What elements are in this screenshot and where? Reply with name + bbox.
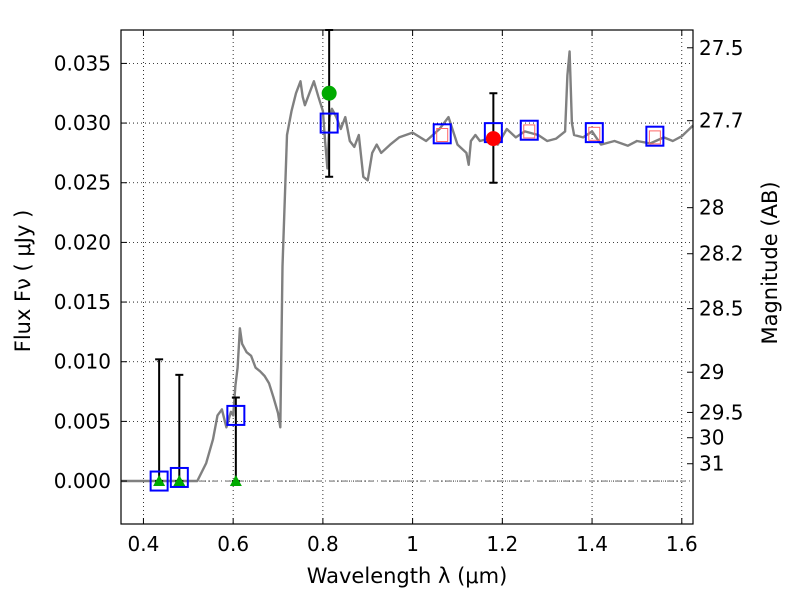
- y-axis-ticks: 0.000 0.005 0.010 0.015 0.020 0.025 0.030 0.035: [54, 51, 127, 493]
- magnitude-tick-label: 29.5: [699, 400, 744, 424]
- detection-point-red: [485, 131, 501, 147]
- template-flux-square: [584, 122, 604, 144]
- template-flux-square: [519, 119, 539, 141]
- detection-point-green: [321, 85, 337, 101]
- x-tick-label: 0.4: [128, 532, 160, 556]
- template-flux-square: [645, 125, 665, 147]
- x-tick-label: 1.4: [576, 532, 608, 556]
- plot-frame: [120, 29, 694, 525]
- y-tick-label: 0.010: [54, 350, 111, 374]
- x-tick-label: 0.6: [217, 532, 249, 556]
- upper-limit-triangle: [173, 475, 186, 487]
- magnitude-tick-label: 31: [699, 452, 724, 476]
- template-flux-square: [319, 112, 339, 134]
- magnitude-tick-label: 28: [699, 196, 724, 220]
- template-flux-square: [432, 123, 452, 145]
- x-tick-label: 1.6: [666, 532, 698, 556]
- model-flux-square: [648, 130, 661, 145]
- model-flux-square: [436, 128, 449, 143]
- magnitude-tick-label: 27.7: [699, 109, 744, 133]
- model-flux-square: [588, 126, 601, 141]
- x-axis-ticks: 0.4 0.6 0.8 1 1.2 1.4 1.6: [128, 30, 698, 556]
- spectrum-line: [121, 50, 694, 483]
- template-fluxes: [149, 112, 665, 492]
- y-tick-label: 0.015: [54, 290, 111, 314]
- model-flux-square: [523, 124, 536, 139]
- template-flux-square: [149, 470, 169, 492]
- photometry-markers: [153, 85, 501, 487]
- template-flux-square: [226, 404, 246, 426]
- magnitude-tick-label: 30: [699, 426, 724, 450]
- y-tick-label: 0.000: [54, 469, 111, 493]
- magnitude-tick-label: 29: [699, 360, 724, 384]
- y-tick-label: 0.020: [54, 230, 111, 254]
- grid: [121, 30, 693, 524]
- y-tick-label: 0.030: [54, 111, 111, 135]
- magnitude-tick-label: 28.2: [699, 242, 744, 266]
- x-axis-label: Wavelength λ (μm): [307, 564, 508, 588]
- template-flux-square: [169, 466, 189, 488]
- model-spectrum: [121, 50, 694, 483]
- x-tick-label: 0.8: [307, 532, 339, 556]
- x-tick-label: 1.2: [486, 532, 518, 556]
- y-tick-label: 0.035: [54, 51, 111, 75]
- y-axis-label: Flux Fν ( μJy ): [11, 210, 35, 353]
- magnitude-axis-label: Magnitude (AB): [758, 181, 782, 344]
- magnitude-tick-label: 27.5: [699, 36, 744, 60]
- magnitude-tick-label: 28.5: [699, 297, 744, 321]
- upper-limit-triangle: [229, 475, 242, 487]
- y-tick-label: 0.025: [54, 171, 111, 195]
- y-tick-label: 0.005: [54, 409, 111, 433]
- x-tick-label: 1: [406, 532, 419, 556]
- upper-limit-triangle: [153, 475, 166, 487]
